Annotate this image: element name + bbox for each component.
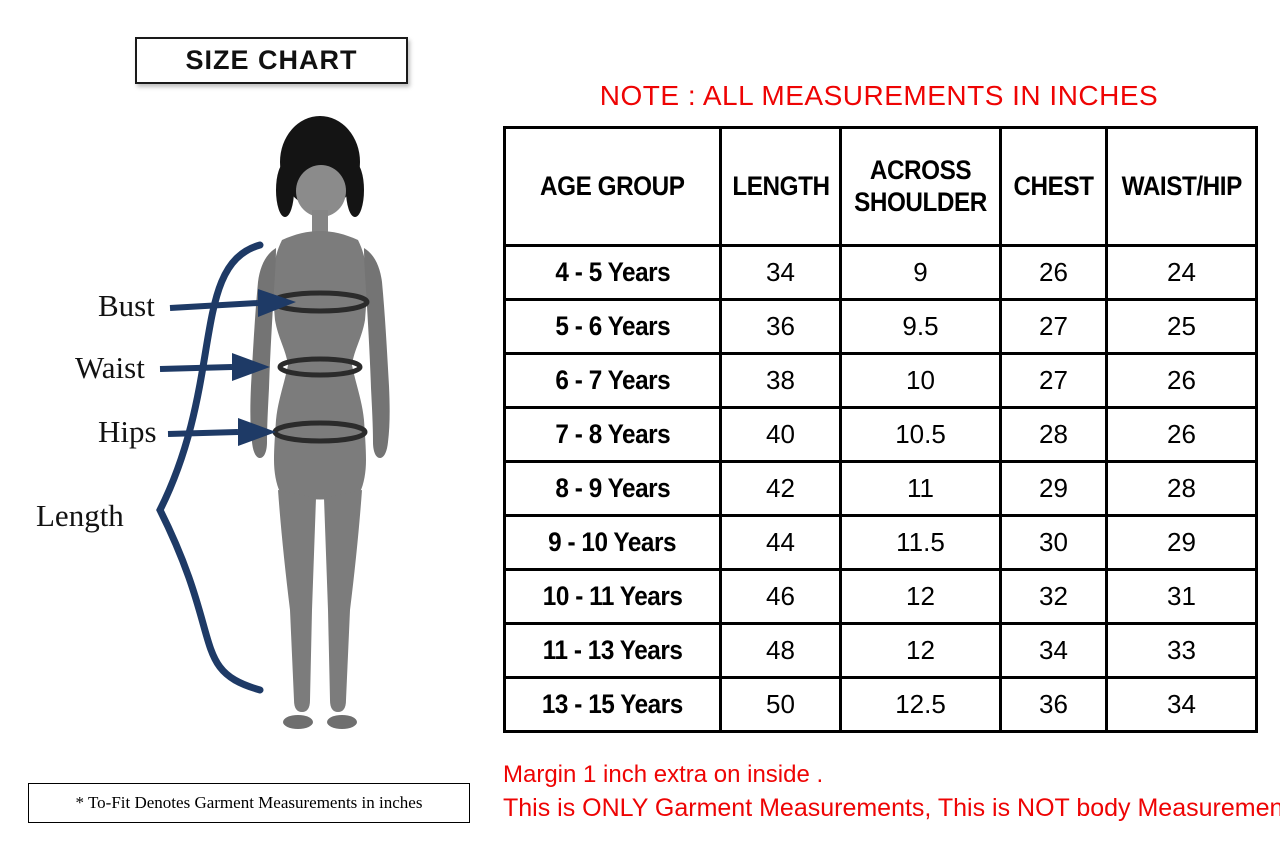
- table-row: 7 - 8 Years 40 10.5 28 26: [503, 406, 1258, 463]
- hips-arrow-head: [238, 418, 276, 446]
- cell-across-shoulder: 12: [839, 622, 1002, 679]
- cell-age-group: 9 - 10 Years: [503, 514, 722, 571]
- col-header-waist-hip: WAIST/HIP: [1105, 126, 1258, 247]
- cell-waist-hip: 31: [1105, 568, 1258, 625]
- figure-face: [296, 165, 346, 217]
- cell-across-shoulder: 10: [839, 352, 1002, 409]
- cell-across-shoulder: 12.5: [839, 676, 1002, 733]
- length-label: Length: [36, 498, 124, 533]
- cell-chest: 32: [999, 568, 1108, 625]
- cell-age-group: 8 - 9 Years: [503, 460, 722, 517]
- table-header-row: AGE GROUP LENGTH ACROSS SHOULDER CHEST W…: [503, 126, 1258, 247]
- col-header-chest: CHEST: [999, 126, 1108, 247]
- footnote-text: * To-Fit Denotes Garment Measurements in…: [75, 793, 423, 812]
- page-title: SIZE CHART: [185, 45, 358, 75]
- figure-right-arm: [364, 248, 390, 458]
- table-row: 11 - 13 Years 48 12 34 33: [503, 622, 1258, 679]
- figure-hair-right: [346, 163, 364, 217]
- cell-length: 40: [719, 406, 842, 463]
- cell-waist-hip: 24: [1105, 244, 1258, 301]
- body-measurement-diagram: [156, 116, 390, 729]
- waist-band: [277, 356, 363, 378]
- table-row: 6 - 7 Years 38 10 27 26: [503, 352, 1258, 409]
- size-chart-title-box: SIZE CHART: [135, 37, 408, 84]
- footnote-box: * To-Fit Denotes Garment Measurements in…: [28, 783, 470, 823]
- cell-across-shoulder: 12: [839, 568, 1002, 625]
- cell-age-group: 11 - 13 Years: [503, 622, 722, 679]
- cell-age-group: 10 - 11 Years: [503, 568, 722, 625]
- cell-age-group: 6 - 7 Years: [503, 352, 722, 409]
- cell-age-group: 4 - 5 Years: [503, 244, 722, 301]
- measure-arrows: [159, 289, 296, 446]
- footer-line-2: This is ONLY Garment Measurements, This …: [503, 794, 1280, 822]
- footer-notes: Margin 1 inch extra on inside . This is …: [503, 758, 1280, 825]
- cell-length: 48: [719, 622, 842, 679]
- cell-waist-hip: 26: [1105, 352, 1258, 409]
- cell-length: 38: [719, 352, 842, 409]
- figure-neck: [312, 210, 328, 236]
- cell-age-group: 5 - 6 Years: [503, 298, 722, 355]
- col-header-across-shoulder: ACROSS SHOULDER: [839, 126, 1002, 247]
- cell-waist-hip: 33: [1105, 622, 1258, 679]
- bust-arrow-head: [258, 289, 296, 317]
- figure-left-leg: [278, 490, 316, 712]
- col-header-age-group: AGE GROUP: [503, 126, 722, 247]
- waist-label: Waist: [75, 350, 145, 385]
- cell-length: 46: [719, 568, 842, 625]
- figure-left-foot: [283, 715, 313, 729]
- table-row: 5 - 6 Years 36 9.5 27 25: [503, 298, 1258, 355]
- cell-chest: 28: [999, 406, 1108, 463]
- footer-line-1: Margin 1 inch extra on inside .: [503, 761, 824, 788]
- table-row: 9 - 10 Years 44 11.5 30 29: [503, 514, 1258, 571]
- cell-age-group: 7 - 8 Years: [503, 406, 722, 463]
- cell-chest: 27: [999, 352, 1108, 409]
- cell-across-shoulder: 10.5: [839, 406, 1002, 463]
- table-row: 4 - 5 Years 34 9 26 24: [503, 244, 1258, 301]
- cell-length: 34: [719, 244, 842, 301]
- figure-torso: [273, 231, 367, 500]
- cell-chest: 26: [999, 244, 1108, 301]
- cell-age-group: 13 - 15 Years: [503, 676, 722, 733]
- cell-chest: 36: [999, 676, 1108, 733]
- cell-length: 36: [719, 298, 842, 355]
- cell-length: 44: [719, 514, 842, 571]
- figure-right-foot: [327, 715, 357, 729]
- table-row: 13 - 15 Years 50 12.5 36 34: [503, 676, 1258, 733]
- cell-waist-hip: 25: [1105, 298, 1258, 355]
- col-header-length: LENGTH: [719, 126, 842, 247]
- cell-chest: 34: [999, 622, 1108, 679]
- cell-waist-hip: 26: [1105, 406, 1258, 463]
- cell-across-shoulder: 9.5: [839, 298, 1002, 355]
- size-table: AGE GROUP LENGTH ACROSS SHOULDER CHEST W…: [503, 126, 1258, 733]
- cell-across-shoulder: 11: [839, 460, 1002, 517]
- hips-label: Hips: [98, 414, 157, 449]
- cell-across-shoulder: 9: [839, 244, 1002, 301]
- cell-chest: 27: [999, 298, 1108, 355]
- hips-arrow-line: [167, 429, 239, 437]
- cell-waist-hip: 28: [1105, 460, 1258, 517]
- cell-across-shoulder: 11.5: [839, 514, 1002, 571]
- cell-chest: 30: [999, 514, 1108, 571]
- waist-arrow-head: [232, 353, 270, 381]
- table-row: 8 - 9 Years 42 11 29 28: [503, 460, 1258, 517]
- cell-chest: 29: [999, 460, 1108, 517]
- table-row: 10 - 11 Years 46 12 32 31: [503, 568, 1258, 625]
- waist-arrow-line: [159, 364, 233, 372]
- length-brace: [156, 241, 264, 694]
- figure-right-leg: [324, 490, 362, 712]
- cell-length: 50: [719, 676, 842, 733]
- cell-length: 42: [719, 460, 842, 517]
- figure-hair-left: [276, 163, 294, 217]
- measurements-note: NOTE : ALL MEASUREMENTS IN INCHES: [599, 80, 1159, 111]
- bust-label: Bust: [98, 288, 155, 323]
- cell-waist-hip: 34: [1105, 676, 1258, 733]
- cell-waist-hip: 29: [1105, 514, 1258, 571]
